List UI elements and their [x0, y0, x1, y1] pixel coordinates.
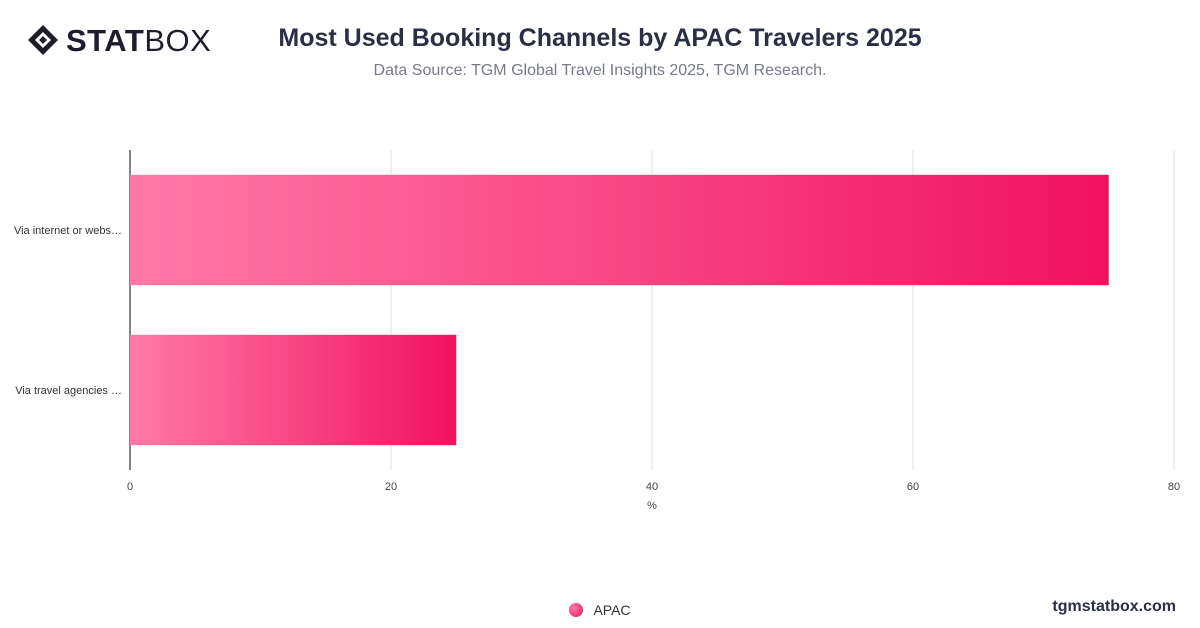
legend-swatch	[569, 603, 584, 617]
x-tick-label: 0	[127, 481, 133, 493]
bar[interactable]	[130, 334, 457, 446]
chart-subtitle: Data Source: TGM Global Travel Insights …	[373, 62, 827, 79]
diamond-logo-icon	[28, 25, 58, 55]
bar[interactable]	[130, 174, 1109, 286]
bar-chart: 0 20 40 60 80% Via internet or webs… Via trave…	[14, 150, 1180, 512]
x-tick-label: 60	[907, 481, 919, 493]
chart-title: Most Used Booking Channels by APAC Trave…	[278, 24, 922, 52]
y-tick-label: Via travel agencies …	[15, 385, 122, 397]
statbox-logo: STATBOX	[26, 22, 211, 58]
legend-label-apac[interactable]: APAC	[593, 602, 631, 618]
x-tick-label: 80	[1168, 481, 1180, 493]
x-tick-label: 20	[385, 481, 397, 493]
x-tick-label: 40	[646, 481, 658, 493]
site-url[interactable]: tgmstatbox.com	[1052, 598, 1176, 615]
logo-wordmark: STATBOX	[66, 22, 212, 58]
x-axis-label: %	[647, 500, 657, 512]
y-tick-label: Via internet or webs…	[14, 225, 122, 237]
chart-legend: APAC	[0, 602, 1200, 618]
